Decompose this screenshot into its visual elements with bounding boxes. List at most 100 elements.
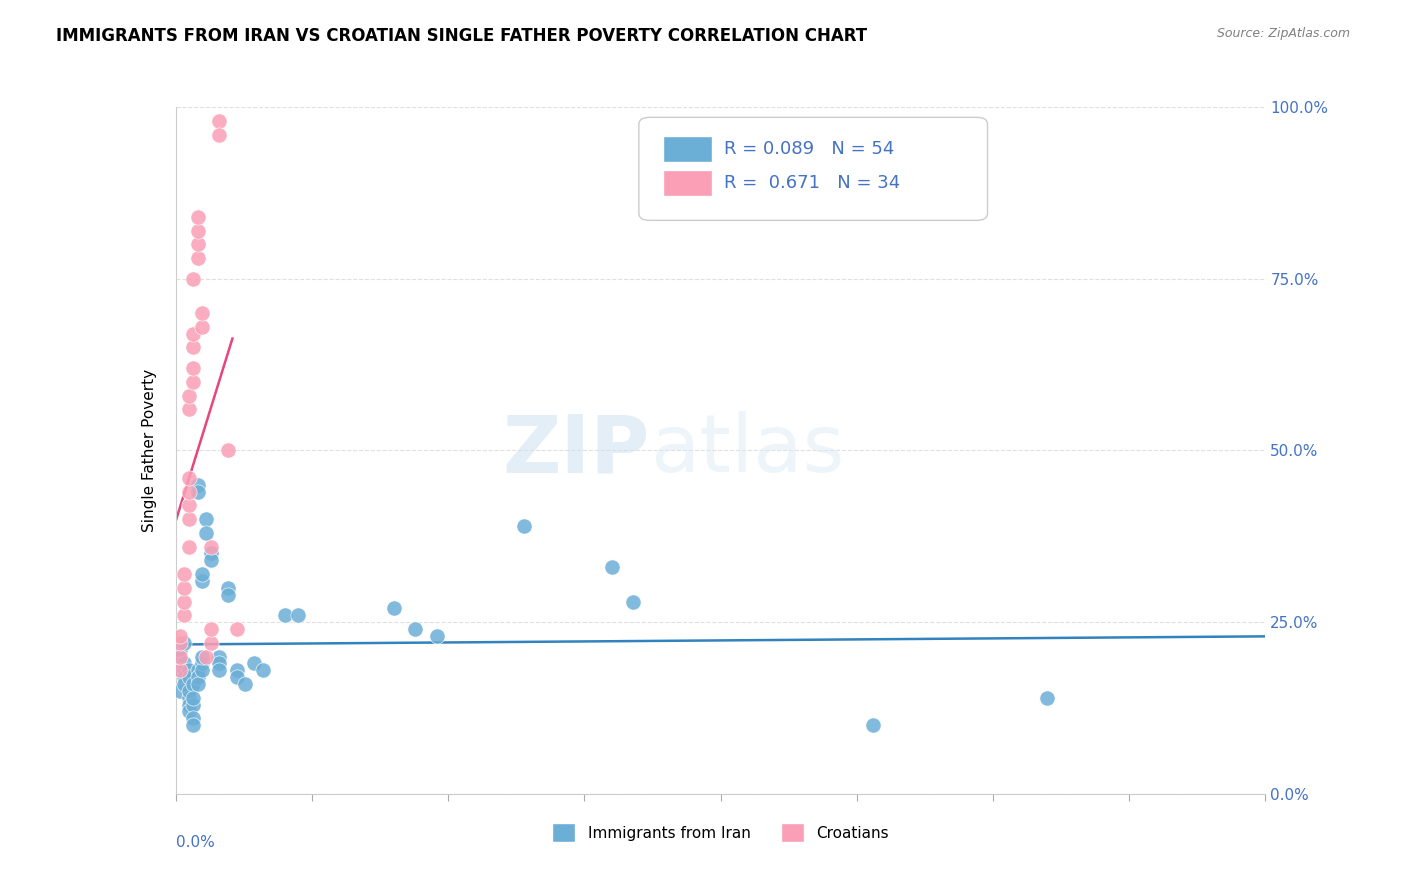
Point <box>191 663 214 677</box>
Point <box>177 683 200 698</box>
Y-axis label: Single Father Poverty: Single Father Poverty <box>142 369 157 532</box>
Point <box>208 657 231 671</box>
Point <box>169 649 191 664</box>
Point <box>173 657 195 671</box>
Point <box>217 443 239 458</box>
Point <box>208 128 231 142</box>
Point <box>191 649 214 664</box>
Point <box>169 649 191 664</box>
Point <box>186 670 209 684</box>
Point <box>186 677 209 691</box>
Point <box>208 113 231 128</box>
Legend: Immigrants from Iran, Croatians: Immigrants from Iran, Croatians <box>547 817 894 848</box>
Point <box>191 567 214 582</box>
Point <box>173 581 195 595</box>
Point <box>186 478 209 492</box>
Point <box>181 711 204 725</box>
Point <box>173 567 195 582</box>
Point <box>208 649 231 664</box>
Point <box>191 319 214 334</box>
Text: Source: ZipAtlas.com: Source: ZipAtlas.com <box>1216 27 1350 40</box>
Point <box>287 608 309 623</box>
Point <box>186 237 209 252</box>
Text: ZIP: ZIP <box>502 411 650 490</box>
Point <box>621 594 644 608</box>
Point <box>186 484 209 499</box>
Point <box>186 210 209 224</box>
Point <box>195 512 218 526</box>
Point <box>405 622 427 636</box>
Point <box>252 663 274 677</box>
Point <box>177 705 200 719</box>
Point <box>862 718 884 732</box>
Point <box>195 649 218 664</box>
Point <box>191 306 214 320</box>
Point <box>191 574 214 588</box>
Point <box>382 601 405 615</box>
Text: R =  0.671   N = 34: R = 0.671 N = 34 <box>724 174 900 193</box>
Point <box>173 670 195 684</box>
Point <box>169 663 191 677</box>
Point <box>200 540 222 554</box>
Point <box>177 690 200 705</box>
Point <box>181 326 204 341</box>
Point <box>177 698 200 712</box>
Point <box>173 594 195 608</box>
Text: IMMIGRANTS FROM IRAN VS CROATIAN SINGLE FATHER POVERTY CORRELATION CHART: IMMIGRANTS FROM IRAN VS CROATIAN SINGLE … <box>56 27 868 45</box>
Point <box>426 629 449 643</box>
Point <box>181 690 204 705</box>
Point <box>225 663 247 677</box>
Point <box>217 588 239 602</box>
Point <box>169 663 191 677</box>
Point <box>173 677 195 691</box>
Point <box>181 271 204 285</box>
Point <box>177 670 200 684</box>
Point <box>169 629 191 643</box>
Point <box>217 581 239 595</box>
Point <box>181 698 204 712</box>
FancyBboxPatch shape <box>662 136 711 162</box>
Text: atlas: atlas <box>650 411 844 490</box>
Point <box>177 402 200 417</box>
Text: 0.0%: 0.0% <box>176 835 215 850</box>
Point <box>274 608 297 623</box>
Point <box>173 663 195 677</box>
Point <box>169 642 191 657</box>
Point <box>177 540 200 554</box>
Point <box>181 340 204 354</box>
Point <box>200 553 222 567</box>
Point <box>243 657 266 671</box>
FancyBboxPatch shape <box>662 170 711 196</box>
Point <box>169 636 191 650</box>
Point <box>186 663 209 677</box>
Point <box>191 657 214 671</box>
Point <box>200 636 222 650</box>
Point <box>181 718 204 732</box>
Point <box>600 560 623 574</box>
Point <box>177 471 200 485</box>
Point <box>195 525 218 540</box>
Point <box>181 361 204 376</box>
Point <box>169 683 191 698</box>
Point <box>177 499 200 513</box>
Point <box>186 224 209 238</box>
Point <box>177 388 200 402</box>
Point <box>181 677 204 691</box>
Point <box>200 622 222 636</box>
Point <box>177 663 200 677</box>
Point <box>173 636 195 650</box>
Point <box>186 251 209 265</box>
Point <box>1036 690 1059 705</box>
Point <box>225 670 247 684</box>
Point <box>177 484 200 499</box>
Point <box>181 375 204 389</box>
Point <box>200 546 222 561</box>
Point <box>208 663 231 677</box>
Text: R = 0.089   N = 54: R = 0.089 N = 54 <box>724 140 894 158</box>
FancyBboxPatch shape <box>638 118 987 220</box>
Point <box>513 519 536 533</box>
Point <box>177 512 200 526</box>
Point <box>173 608 195 623</box>
Point <box>235 677 257 691</box>
Point <box>225 622 247 636</box>
